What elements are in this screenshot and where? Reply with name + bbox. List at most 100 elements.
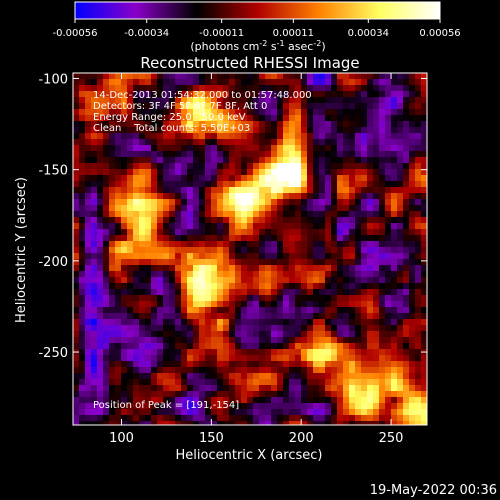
heatmap-cell xyxy=(175,391,182,398)
heatmap-cell xyxy=(247,151,254,158)
heatmap-cell xyxy=(265,109,272,116)
heatmap-cell xyxy=(133,115,140,122)
heatmap-cell xyxy=(361,97,368,104)
heatmap-cell xyxy=(319,139,326,146)
heatmap-cell xyxy=(133,421,140,425)
heatmap-cell xyxy=(373,115,380,122)
heatmap-cell xyxy=(409,133,416,140)
heatmap-cell xyxy=(385,391,392,398)
heatmap-cell xyxy=(97,313,104,320)
heatmap-cell xyxy=(283,193,290,200)
heatmap-cell xyxy=(343,313,350,320)
heatmap-cell xyxy=(403,313,410,320)
heatmap-cell xyxy=(109,307,116,314)
heatmap-cell xyxy=(361,271,368,278)
heatmap-cell xyxy=(259,259,266,266)
heatmap-cell xyxy=(79,193,86,200)
heatmap-cell xyxy=(145,139,152,146)
heatmap-cell xyxy=(313,403,320,410)
heatmap-cell xyxy=(73,139,80,146)
heatmap-cell xyxy=(223,355,230,362)
heatmap-cell xyxy=(73,355,80,362)
heatmap-cell xyxy=(289,139,296,146)
heatmap-cell xyxy=(229,343,236,350)
heatmap-cell xyxy=(199,199,206,206)
heatmap-cell xyxy=(253,367,260,374)
heatmap-cell xyxy=(181,271,188,278)
x-tick-label: 250 xyxy=(379,431,404,446)
heatmap-cell xyxy=(175,397,182,404)
heatmap-cell xyxy=(373,133,380,140)
heatmap-cell xyxy=(139,337,146,344)
heatmap-cell xyxy=(337,313,344,320)
heatmap-cell xyxy=(391,385,398,392)
heatmap-cell xyxy=(307,415,314,422)
heatmap-cell xyxy=(163,229,170,236)
heatmap-cell xyxy=(421,313,427,320)
heatmap-cell xyxy=(235,325,242,332)
heatmap-cell xyxy=(139,313,146,320)
heatmap-cell xyxy=(313,283,320,290)
heatmap-cell xyxy=(97,91,104,98)
heatmap-cell xyxy=(181,175,188,182)
heatmap-cell xyxy=(391,109,398,116)
heatmap-cell xyxy=(103,163,110,170)
heatmap-cell xyxy=(379,265,386,272)
heatmap-cell xyxy=(337,385,344,392)
heatmap-cell xyxy=(121,91,128,98)
heatmap-cell xyxy=(265,373,272,380)
heatmap-cell xyxy=(217,259,224,266)
heatmap-cell xyxy=(295,79,302,86)
heatmap-cell xyxy=(409,283,416,290)
heatmap-cell xyxy=(403,151,410,158)
heatmap-cell xyxy=(181,121,188,128)
heatmap-cell xyxy=(115,73,122,80)
heatmap-cell xyxy=(259,319,266,326)
heatmap-cell xyxy=(103,247,110,254)
heatmap-cell xyxy=(91,337,98,344)
heatmap-cell xyxy=(373,187,380,194)
heatmap-cell xyxy=(205,97,212,104)
heatmap-cell xyxy=(367,325,374,332)
heatmap-cell xyxy=(73,199,80,206)
heatmap-cell xyxy=(205,229,212,236)
units-part: (photons cm xyxy=(190,40,259,53)
heatmap-cell xyxy=(91,175,98,182)
heatmap-cell xyxy=(223,157,230,164)
heatmap-cell xyxy=(127,355,134,362)
heatmap-cell xyxy=(265,217,272,224)
heatmap-cell xyxy=(241,241,248,248)
heatmap-cell xyxy=(259,385,266,392)
heatmap-cell xyxy=(361,169,368,176)
heatmap-cell xyxy=(355,97,362,104)
heatmap-cell xyxy=(265,73,272,80)
heatmap-cell xyxy=(241,211,248,218)
heatmap-cell xyxy=(313,229,320,236)
heatmap-cell xyxy=(259,289,266,296)
heatmap-cell xyxy=(193,229,200,236)
heatmap-cell xyxy=(295,421,302,425)
heatmap-cell xyxy=(259,91,266,98)
heatmap-cell xyxy=(319,415,326,422)
heatmap-cell xyxy=(325,145,332,152)
heatmap-cell xyxy=(385,421,392,425)
heatmap-cell xyxy=(349,313,356,320)
heatmap-cell xyxy=(307,403,314,410)
heatmap-cell xyxy=(97,97,104,104)
heatmap-cell xyxy=(163,247,170,254)
heatmap-cell xyxy=(289,385,296,392)
heatmap-cell xyxy=(259,73,266,80)
heatmap-cell xyxy=(301,397,308,404)
heatmap-cell xyxy=(193,145,200,152)
heatmap-cell xyxy=(343,355,350,362)
heatmap-cell xyxy=(199,337,206,344)
heatmap-cell xyxy=(103,295,110,302)
heatmap-cell xyxy=(139,193,146,200)
heatmap-cell xyxy=(187,331,194,338)
heatmap-cell xyxy=(247,271,254,278)
heatmap-cell xyxy=(289,79,296,86)
heatmap-cell xyxy=(373,151,380,158)
heatmap-cell xyxy=(271,259,278,266)
heatmap-cell xyxy=(235,241,242,248)
heatmap-cell xyxy=(301,169,308,176)
